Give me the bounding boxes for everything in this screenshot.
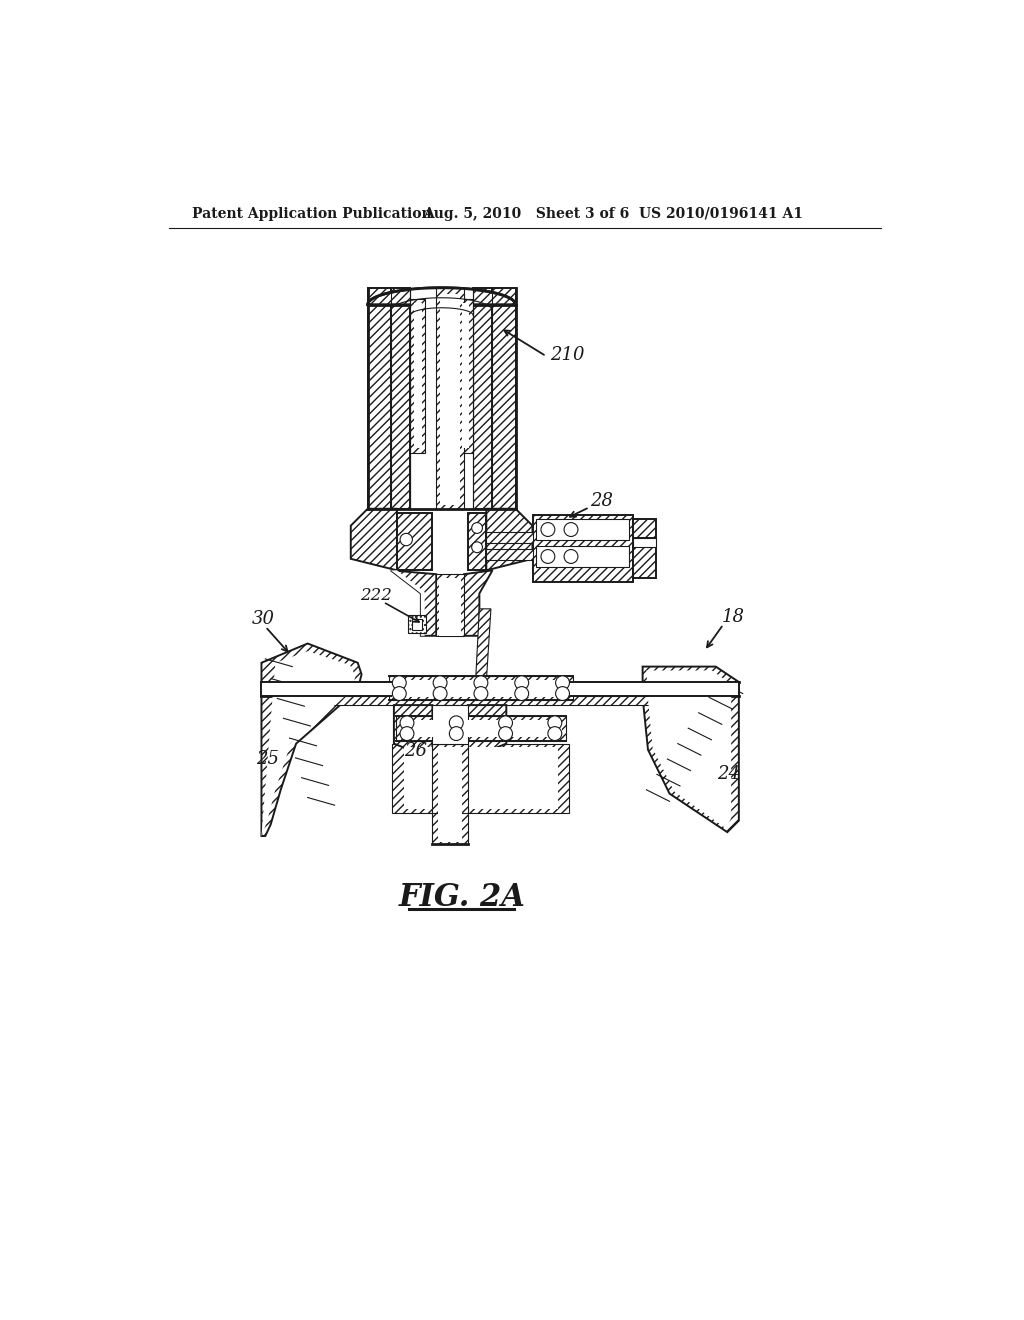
Polygon shape [646, 671, 731, 829]
Text: FIG. 2A: FIG. 2A [398, 882, 525, 913]
Circle shape [433, 676, 447, 689]
Circle shape [433, 686, 447, 701]
Bar [392, 680, 569, 697]
Text: Patent Application Publication: Patent Application Publication [193, 207, 432, 220]
Circle shape [499, 715, 512, 730]
Polygon shape [486, 508, 532, 570]
Circle shape [474, 686, 487, 701]
Bar [537, 519, 629, 540]
Polygon shape [532, 515, 633, 582]
Polygon shape [633, 519, 655, 539]
Polygon shape [493, 288, 515, 508]
Bar [396, 715, 565, 741]
Polygon shape [639, 682, 705, 713]
Polygon shape [412, 619, 422, 630]
Bar [403, 747, 558, 809]
Polygon shape [475, 609, 490, 682]
Polygon shape [643, 667, 739, 832]
Polygon shape [633, 548, 655, 578]
Bar [388, 676, 573, 701]
Polygon shape [473, 288, 493, 508]
Bar [400, 719, 562, 737]
Text: 25: 25 [256, 750, 280, 768]
Circle shape [472, 523, 482, 533]
Polygon shape [436, 574, 464, 636]
Polygon shape [440, 294, 460, 506]
Circle shape [515, 686, 528, 701]
Circle shape [392, 686, 407, 701]
Polygon shape [436, 288, 464, 508]
Circle shape [400, 533, 413, 545]
Polygon shape [261, 651, 355, 836]
Polygon shape [351, 508, 397, 570]
Bar [458, 300, 473, 453]
Bar [414, 304, 422, 447]
Bar [410, 288, 473, 508]
Circle shape [450, 727, 463, 741]
Polygon shape [397, 512, 432, 570]
Circle shape [556, 676, 569, 689]
Bar [261, 682, 739, 696]
Text: 26: 26 [403, 742, 427, 760]
Text: 24: 24 [717, 766, 740, 783]
Polygon shape [391, 288, 410, 508]
Text: 30: 30 [252, 610, 275, 628]
Bar [537, 545, 629, 568]
Circle shape [541, 523, 555, 536]
Polygon shape [408, 615, 426, 634]
Polygon shape [468, 512, 486, 570]
Bar [432, 705, 468, 743]
Text: 28: 28 [590, 492, 613, 510]
Circle shape [400, 727, 414, 741]
Polygon shape [394, 705, 432, 759]
Text: US 2010/0196141 A1: US 2010/0196141 A1 [639, 207, 803, 220]
Circle shape [474, 676, 487, 689]
Circle shape [515, 676, 528, 689]
Text: Aug. 5, 2010   Sheet 3 of 6: Aug. 5, 2010 Sheet 3 of 6 [423, 207, 630, 220]
Circle shape [556, 686, 569, 701]
Polygon shape [391, 570, 436, 636]
Polygon shape [261, 644, 361, 836]
Circle shape [541, 549, 555, 564]
Text: 222: 222 [360, 587, 392, 605]
Bar [633, 539, 655, 548]
Circle shape [392, 676, 407, 689]
Polygon shape [439, 578, 461, 636]
Circle shape [564, 549, 578, 564]
Polygon shape [438, 747, 463, 842]
Circle shape [548, 727, 562, 741]
Bar [486, 549, 532, 561]
Bar [486, 532, 532, 544]
Polygon shape [468, 705, 506, 759]
Bar [438, 747, 463, 809]
Polygon shape [392, 743, 569, 813]
Circle shape [548, 715, 562, 730]
Circle shape [450, 715, 463, 730]
Polygon shape [432, 743, 468, 843]
Circle shape [472, 541, 482, 553]
Text: 18: 18 [722, 607, 744, 626]
Bar [285, 696, 716, 705]
Polygon shape [391, 570, 425, 636]
Polygon shape [368, 288, 515, 305]
Text: 210: 210 [550, 346, 585, 364]
Bar [462, 304, 469, 447]
Circle shape [564, 523, 578, 536]
Polygon shape [464, 570, 493, 636]
Polygon shape [368, 288, 391, 508]
Bar [410, 300, 425, 453]
Bar [432, 743, 468, 813]
Circle shape [400, 715, 414, 730]
Polygon shape [285, 682, 357, 713]
Circle shape [499, 727, 512, 741]
